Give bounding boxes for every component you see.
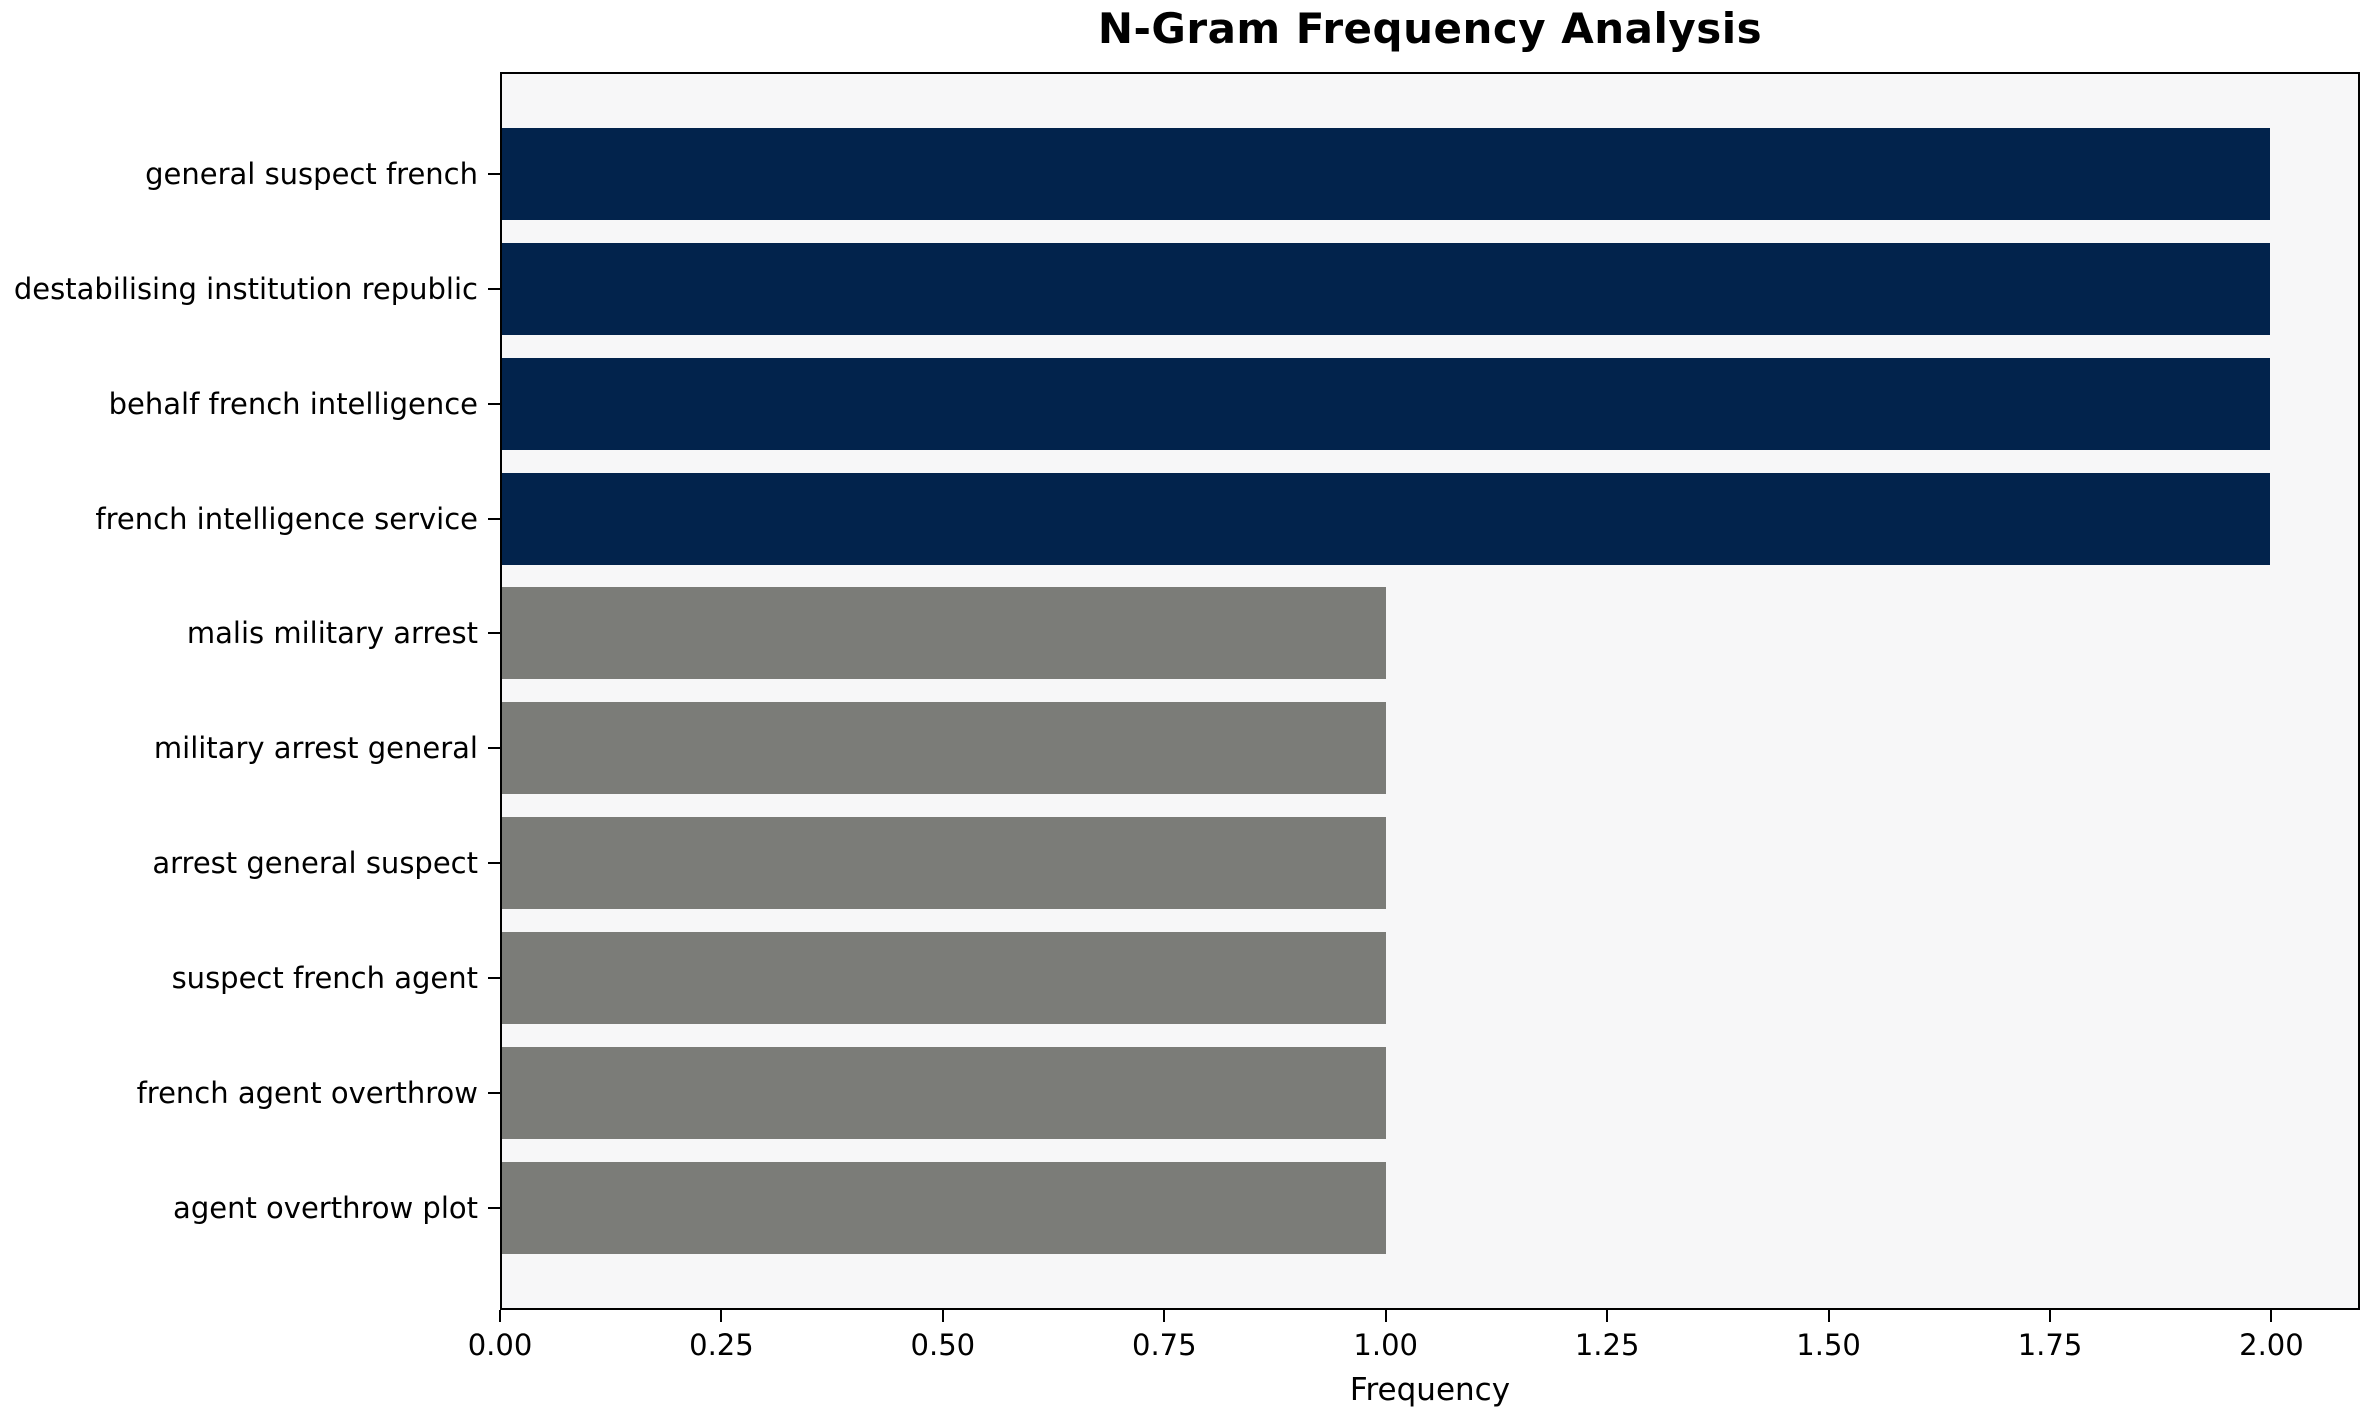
y-tick-mark [488, 747, 500, 750]
y-tick-label: agent overthrow plot [173, 1190, 478, 1225]
bar-suspect-french-agent [502, 931, 1386, 1024]
x-tick-label: 1.75 [2017, 1328, 2083, 1362]
y-tick-label: destabilising institution republic [13, 271, 478, 306]
y-tick-label: suspect french agent [171, 960, 478, 995]
y-tick-label: military arrest general [153, 731, 478, 766]
y-tick-mark [488, 632, 500, 635]
y-tick-mark [488, 976, 500, 979]
x-tick-mark [1384, 1310, 1387, 1322]
bar-destabilising-institution-republic [502, 242, 2270, 335]
y-tick-mark [488, 1206, 500, 1209]
bar-military-arrest-general [502, 702, 1386, 795]
x-tick-label: 0.00 [467, 1328, 533, 1362]
y-tick-mark [488, 1091, 500, 1094]
y-tick-mark [488, 402, 500, 405]
x-tick-mark [2270, 1310, 2273, 1322]
bar-french-intelligence-service [502, 472, 2270, 565]
bar-general-suspect-french [502, 128, 2270, 220]
x-tick-mark [1827, 1310, 1830, 1322]
y-tick-label: general suspect french [145, 157, 478, 191]
x-tick-label: 1.25 [1574, 1328, 1640, 1362]
bar-behalf-french-intelligence [502, 357, 2270, 450]
x-tick-label: 0.25 [689, 1328, 754, 1362]
bar-french-agent-overthrow [502, 1046, 1386, 1139]
x-tick-mark [1163, 1310, 1166, 1322]
y-tick-label: french agent overthrow [136, 1075, 478, 1110]
x-tick-label: 1.00 [1353, 1328, 1418, 1362]
y-tick-label: arrest general suspect [152, 846, 478, 881]
x-tick-mark [499, 1310, 501, 1322]
chart-title: N-Gram Frequency Analysis [1097, 4, 1763, 53]
y-tick-mark [488, 862, 500, 865]
plot-area [500, 72, 2360, 1310]
y-tick-label: behalf french intelligence [108, 386, 478, 421]
x-tick-mark [2049, 1310, 2051, 1322]
y-tick-label: french intelligence service [95, 501, 478, 536]
x-tick-label: 1.50 [1796, 1328, 1861, 1362]
y-tick-mark [488, 173, 500, 175]
x-tick-label: 2.00 [2239, 1328, 2304, 1362]
bar-malis-military-arrest [502, 587, 1386, 680]
y-tick-mark [488, 287, 500, 290]
x-axis-label: Frequency [1349, 1372, 1511, 1408]
x-tick-label: 0.50 [910, 1328, 976, 1362]
x-tick-mark [941, 1310, 944, 1322]
x-tick-mark [1606, 1310, 1609, 1322]
y-tick-label: malis military arrest [186, 616, 478, 651]
x-tick-mark [720, 1310, 723, 1322]
bar-arrest-general-suspect [502, 817, 1386, 910]
bar-agent-overthrow-plot [502, 1161, 1386, 1254]
y-tick-mark [488, 517, 500, 520]
x-tick-label: 0.75 [1131, 1328, 1197, 1362]
